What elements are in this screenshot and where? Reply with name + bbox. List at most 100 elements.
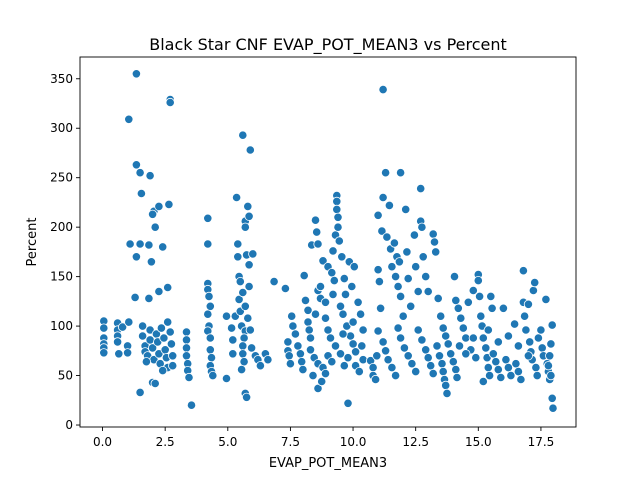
data-point bbox=[206, 353, 217, 363]
data-point bbox=[283, 337, 293, 347]
x-tick-label: 2.5 bbox=[156, 435, 175, 449]
data-point bbox=[293, 341, 303, 351]
data-point bbox=[243, 201, 253, 211]
data-point bbox=[461, 349, 471, 359]
data-point bbox=[303, 305, 313, 315]
data-point bbox=[239, 357, 249, 367]
data-point bbox=[343, 353, 353, 363]
data-point bbox=[269, 276, 279, 287]
data-point bbox=[387, 262, 397, 272]
data-point bbox=[380, 346, 391, 356]
data-point bbox=[150, 378, 160, 389]
x-tick-label: 17.5 bbox=[528, 435, 555, 449]
data-point bbox=[418, 252, 428, 262]
data-point bbox=[428, 368, 438, 379]
data-point bbox=[131, 252, 141, 262]
data-point bbox=[114, 349, 124, 359]
data-point bbox=[124, 317, 134, 327]
data-point bbox=[156, 323, 166, 333]
data-point bbox=[320, 313, 331, 323]
data-point bbox=[313, 239, 323, 249]
data-point bbox=[413, 286, 423, 297]
x-tick-label: 10.0 bbox=[340, 435, 367, 449]
data-point bbox=[503, 331, 513, 341]
data-point bbox=[332, 204, 342, 214]
data-point bbox=[233, 252, 243, 262]
data-point bbox=[525, 337, 535, 347]
data-point bbox=[320, 297, 331, 307]
data-point bbox=[247, 343, 257, 353]
data-point bbox=[395, 333, 406, 343]
data-point bbox=[384, 200, 394, 210]
data-point bbox=[380, 168, 391, 178]
data-point bbox=[317, 376, 327, 387]
data-point bbox=[328, 289, 338, 299]
data-point bbox=[227, 323, 237, 333]
data-point bbox=[533, 333, 544, 343]
data-point bbox=[406, 301, 416, 311]
data-point bbox=[389, 238, 399, 248]
data-point bbox=[456, 313, 466, 323]
data-point bbox=[285, 359, 295, 369]
data-point bbox=[158, 365, 168, 376]
data-point bbox=[513, 341, 524, 351]
data-point bbox=[393, 323, 403, 333]
data-point bbox=[148, 343, 158, 353]
data-point bbox=[417, 335, 427, 345]
data-point bbox=[491, 357, 501, 367]
x-tick-label: 5.0 bbox=[218, 435, 237, 449]
data-point bbox=[403, 273, 413, 284]
data-point bbox=[451, 295, 461, 305]
data-point bbox=[135, 387, 145, 397]
data-point bbox=[305, 345, 316, 355]
data-point bbox=[478, 333, 488, 343]
data-point bbox=[543, 361, 554, 371]
data-point bbox=[334, 236, 344, 246]
data-point bbox=[263, 355, 273, 365]
data-point bbox=[390, 271, 401, 282]
data-point bbox=[308, 370, 318, 381]
data-point bbox=[370, 374, 381, 385]
data-point bbox=[235, 276, 245, 287]
data-point bbox=[135, 168, 145, 178]
data-point bbox=[437, 359, 447, 369]
data-point bbox=[315, 281, 326, 292]
data-point bbox=[528, 285, 539, 296]
data-point bbox=[320, 368, 331, 379]
data-point bbox=[299, 270, 309, 281]
data-point bbox=[498, 303, 508, 313]
data-point bbox=[144, 240, 154, 250]
data-point bbox=[244, 260, 254, 270]
data-point bbox=[244, 211, 254, 221]
data-point bbox=[393, 281, 403, 292]
data-point bbox=[325, 333, 336, 343]
data-point bbox=[138, 321, 148, 331]
data-point bbox=[205, 345, 215, 355]
data-point bbox=[358, 325, 368, 335]
data-point bbox=[335, 349, 346, 359]
data-point bbox=[146, 257, 156, 267]
data-point bbox=[378, 192, 388, 203]
data-point bbox=[509, 319, 520, 329]
data-point bbox=[333, 222, 343, 232]
data-point bbox=[523, 351, 534, 361]
data-point bbox=[159, 333, 169, 343]
data-point bbox=[165, 97, 175, 108]
data-point bbox=[118, 322, 128, 332]
data-point bbox=[338, 309, 348, 319]
data-point bbox=[245, 325, 255, 335]
x-tick-label: 7.5 bbox=[281, 435, 300, 449]
data-point bbox=[398, 311, 408, 321]
data-point bbox=[518, 266, 529, 276]
data-point bbox=[423, 286, 433, 297]
data-point bbox=[245, 145, 255, 155]
data-point bbox=[154, 201, 164, 211]
data-point bbox=[357, 341, 367, 351]
data-point bbox=[446, 349, 456, 359]
data-point bbox=[411, 262, 421, 272]
data-point bbox=[238, 287, 248, 298]
data-point bbox=[349, 262, 359, 272]
data-point bbox=[287, 311, 297, 321]
data-point bbox=[438, 366, 448, 377]
